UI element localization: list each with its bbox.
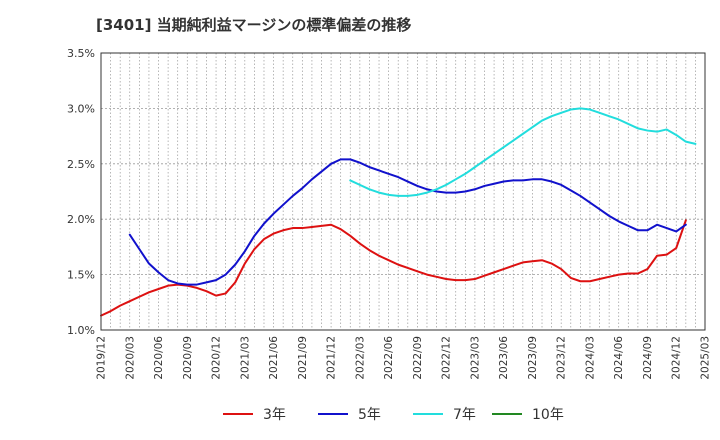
x-tick-label: 2021/09 [297,336,309,380]
x-tick-label: 2022/09 [412,336,424,380]
legend-label: 3年 [263,407,286,423]
x-tick-label: 2022/12 [441,336,453,380]
x-tick-label: 2021/06 [268,336,280,380]
x-tick-label: 2020/03 [124,336,136,380]
legend-label: 7年 [453,407,476,423]
x-tick-label: 2023/09 [527,336,539,380]
series-layer [100,107,697,317]
grid-layer [101,53,705,330]
x-tick-label: 2021/12 [326,336,338,380]
y-tick-label: 1.0% [67,324,95,337]
legend-label: 5年 [358,407,381,423]
series-line-3年 [100,219,687,317]
y-tick-label: 1.5% [67,269,95,282]
x-tick-label: 2022/06 [383,336,395,380]
y-tick-label: 3.5% [67,47,95,60]
y-tick-label: 3.0% [67,102,95,115]
plot-border [100,52,706,331]
x-tick-label: 2020/06 [153,336,165,380]
x-tick-label: 2020/12 [211,336,223,380]
x-tick-label: 2019/12 [96,336,108,380]
plot-area [101,53,705,330]
y-tick-label: 2.5% [67,158,95,171]
chart-title: [3401] 当期純利益マージンの標準偏差の推移 [96,16,412,34]
axis-layer: 1.0% 1.5% 2.0% 2.5% 3.0% 3.5% 2019/12 2020/03 20… [67,47,711,380]
series-line-7年 [349,107,697,197]
legend: 3年 5年 7年 10年 [223,407,564,423]
x-tick-label: 2022/03 [354,336,366,380]
x-tick-label: 2024/06 [613,336,625,380]
y-tick-label: 2.0% [67,213,95,226]
series-line-5年 [128,158,687,286]
x-tick-label: 2023/03 [469,336,481,380]
x-tick-label: 2025/03 [700,336,712,380]
x-tick-label: 2024/03 [584,336,596,380]
x-tick-label: 2020/09 [182,336,194,380]
legend-label: 10年 [532,407,564,423]
x-tick-label: 2024/09 [642,336,654,380]
x-tick-label: 2023/06 [498,336,510,380]
x-tick-label: 2021/03 [239,336,251,380]
x-tick-label: 2024/12 [671,336,683,380]
x-tick-label: 2023/12 [556,336,568,380]
